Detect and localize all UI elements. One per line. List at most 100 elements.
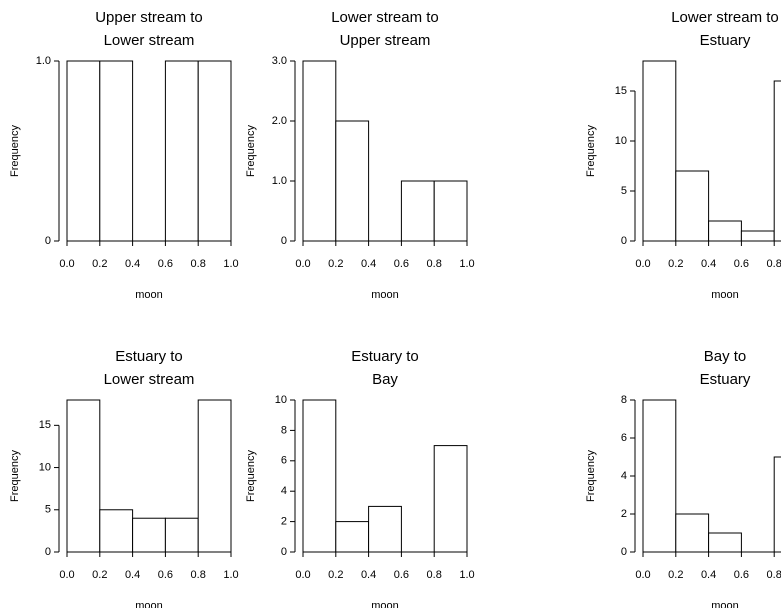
chart-title: Bay to (704, 348, 747, 365)
y-tick-label: 8 (281, 424, 287, 436)
y-tick-label: 3.0 (272, 55, 287, 67)
x-tick-label: 0.6 (394, 258, 409, 270)
bar (675, 513, 710, 553)
bar (197, 60, 232, 242)
x-tick-label: 0.4 (361, 258, 376, 270)
x-axis-label: moon (135, 600, 163, 608)
chart-title: Upper stream to (95, 9, 203, 26)
bar (302, 60, 337, 242)
y-tick-label: 0 (45, 546, 51, 558)
y-tick-label: 10 (615, 135, 627, 147)
chart-title: Estuary (700, 371, 751, 388)
x-axis-label: moon (371, 600, 399, 608)
y-axis-label: Frequency (9, 450, 21, 502)
x-tick-label: 0.2 (328, 258, 343, 270)
bar (132, 517, 166, 553)
x-tick-label: 0.4 (125, 258, 140, 270)
x-tick-label: 0.4 (125, 569, 140, 581)
bar (642, 399, 677, 553)
x-tick-label: 0.8 (767, 258, 781, 270)
bar (302, 399, 337, 553)
y-tick-label: 0 (45, 235, 51, 247)
y-tick-label: 5 (45, 504, 51, 516)
bar (66, 399, 101, 553)
x-tick-label: 0.6 (734, 569, 749, 581)
y-tick-label: 2 (621, 508, 627, 520)
x-tick-label: 0.8 (767, 569, 781, 581)
x-axis-label: moon (711, 600, 739, 608)
y-axis-label: Frequency (585, 125, 597, 177)
y-tick-label: 4 (281, 485, 287, 497)
bar (675, 170, 710, 242)
x-tick-label: 0.2 (328, 569, 343, 581)
bar (433, 180, 468, 242)
x-tick-label: 0.6 (158, 569, 173, 581)
bar (164, 60, 199, 242)
x-tick-label: 0.0 (635, 569, 650, 581)
x-tick-label: 0.0 (59, 569, 74, 581)
x-axis-label: moon (371, 289, 399, 301)
x-tick-label: 0.6 (158, 258, 173, 270)
x-tick-label: 0.2 (92, 258, 107, 270)
x-tick-label: 1.0 (459, 569, 474, 581)
y-tick-label: 0 (621, 546, 627, 558)
bar (773, 80, 781, 242)
x-axis-label: moon (135, 289, 163, 301)
chart-title: Bay (372, 371, 398, 388)
y-tick-label: 5 (621, 185, 627, 197)
chart-title: Estuary (700, 32, 751, 49)
x-tick-label: 0.4 (361, 569, 376, 581)
y-tick-label: 15 (39, 419, 51, 431)
x-tick-label: 0.8 (191, 258, 206, 270)
x-tick-label: 0.2 (668, 569, 683, 581)
y-tick-label: 0 (281, 235, 287, 247)
chart-title: Estuary to (351, 348, 419, 365)
bar (99, 60, 134, 242)
y-axis-label: Frequency (585, 450, 597, 502)
x-tick-label: 1.0 (223, 258, 238, 270)
x-tick-label: 0.0 (59, 258, 74, 270)
y-axis-label: Frequency (9, 125, 21, 177)
chart-title: Estuary to (115, 348, 183, 365)
y-tick-label: 10 (39, 461, 51, 473)
chart-title: Lower stream (104, 371, 195, 388)
y-axis-label: Frequency (245, 125, 257, 177)
bar (708, 532, 742, 553)
x-tick-label: 0.0 (295, 569, 310, 581)
y-tick-label: 10 (275, 394, 287, 406)
y-tick-label: 1.0 (36, 55, 51, 67)
y-tick-label: 2 (281, 516, 287, 528)
y-axis-label: Frequency (245, 450, 257, 502)
bar (99, 509, 134, 553)
x-tick-label: 1.0 (223, 569, 238, 581)
bar (335, 120, 370, 242)
x-tick-label: 0.8 (427, 569, 442, 581)
bar (164, 517, 199, 553)
bar (642, 60, 677, 242)
chart-title: Lower stream to (331, 9, 439, 26)
y-tick-label: 4 (621, 470, 627, 482)
chart-title: Lower stream to (671, 9, 779, 26)
x-tick-label: 1.0 (459, 258, 474, 270)
x-tick-label: 0.8 (427, 258, 442, 270)
bar (400, 180, 435, 242)
chart-title: Upper stream (340, 32, 431, 49)
bar (773, 456, 781, 553)
x-axis-label: moon (711, 289, 739, 301)
x-tick-label: 0.0 (635, 258, 650, 270)
y-tick-label: 6 (621, 432, 627, 444)
x-tick-label: 0.8 (191, 569, 206, 581)
bar (433, 445, 468, 553)
bar (66, 60, 101, 242)
bar (335, 521, 370, 553)
x-tick-label: 0.6 (734, 258, 749, 270)
y-tick-label: 15 (615, 85, 627, 97)
y-tick-label: 1.0 (272, 175, 287, 187)
y-tick-label: 6 (281, 455, 287, 467)
x-tick-label: 0.4 (701, 569, 716, 581)
chart-title: Lower stream (104, 32, 195, 49)
x-tick-label: 0.4 (701, 258, 716, 270)
x-tick-label: 0.2 (92, 569, 107, 581)
y-tick-label: 0 (621, 235, 627, 247)
